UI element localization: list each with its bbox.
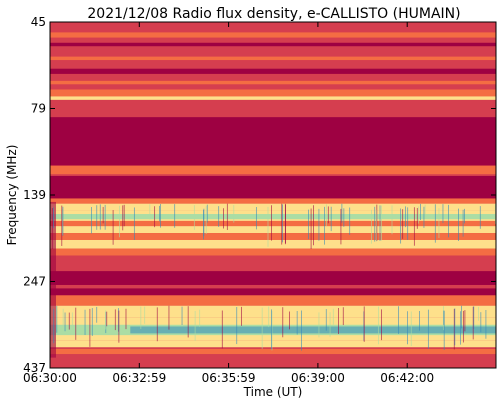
spectrogram-band (50, 175, 496, 199)
spectrogram-band (50, 68, 496, 74)
spectrogram-band (50, 233, 496, 240)
spectrogram-band (50, 354, 496, 368)
y-tick-label: 247 (23, 275, 46, 289)
x-tick-label: 06:30:00 (23, 371, 77, 385)
chart-title: 2021/12/08 Radio flux density, e-CALLIST… (87, 6, 460, 22)
spectrogram-band (50, 165, 496, 175)
spectrogram-band (50, 56, 496, 61)
spectrogram-bands (50, 22, 496, 368)
spectrogram-band (50, 96, 496, 100)
x-tick-label: 06:39:00 (291, 371, 345, 385)
spectrogram-band (50, 340, 496, 348)
spectrogram-band (50, 201, 56, 358)
y-tick-label: 139 (23, 188, 46, 202)
y-axis: 45 79 139 247 437 (23, 15, 496, 375)
x-tick-label: 06:35:59 (202, 371, 256, 385)
spectrogram-band (50, 255, 496, 272)
spectrogram-band (50, 198, 496, 204)
spectrogram-band (50, 226, 496, 234)
x-axis-label: Time (UT) (243, 385, 303, 399)
plot-area (50, 22, 496, 368)
y-tick-label: 45 (31, 15, 46, 29)
spectrogram-band (50, 248, 496, 256)
spectrogram-band (50, 32, 496, 38)
x-axis: 06:30:00 06:32:59 06:35:59 06:39:00 06:42:00 (23, 22, 434, 385)
spectrogram-band (50, 348, 496, 355)
spectrogram-band (50, 203, 496, 211)
spectrogram-band (50, 117, 496, 166)
spectrogram-band (50, 89, 496, 97)
spectrogram-band (50, 305, 496, 318)
spectrogram-band (50, 220, 496, 227)
spectrogram-band (50, 22, 496, 33)
spectrogram-band (50, 288, 496, 296)
spectrogram-band (50, 214, 496, 220)
spectrogram-band (50, 80, 496, 85)
spectrogram-band (130, 326, 496, 334)
spectrogram-band (50, 295, 496, 306)
spectrogram-streaks (51, 203, 496, 351)
x-tick-label: 06:32:59 (112, 371, 166, 385)
spectrogram-band (50, 239, 496, 249)
spectrogram-band (50, 42, 496, 47)
spectrogram-band (50, 271, 496, 285)
x-tick-label: 06:42:00 (380, 371, 434, 385)
y-tick-label: 437 (23, 361, 46, 375)
y-axis-label: Frequency (MHz) (5, 145, 19, 246)
y-tick-label: 79 (31, 102, 46, 116)
